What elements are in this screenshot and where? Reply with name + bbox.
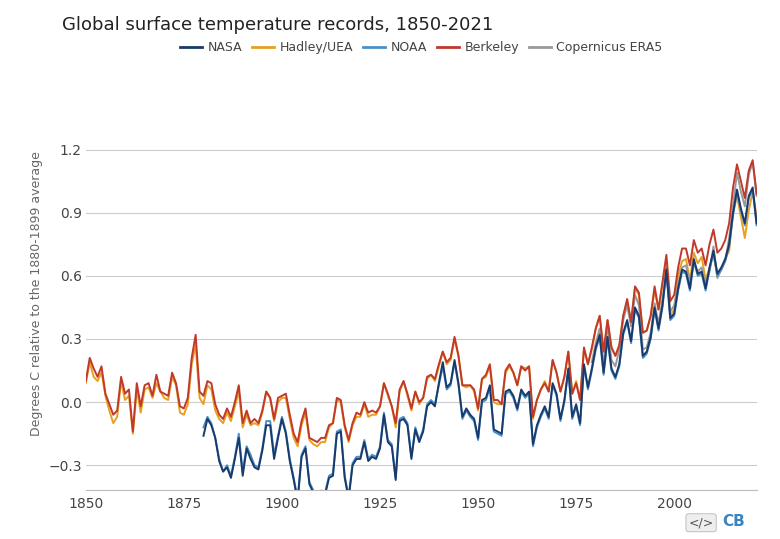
Legend: NASA, Hadley/UEA, NOAA, Berkeley, Copernicus ERA5: NASA, Hadley/UEA, NOAA, Berkeley, Copern… [175,36,668,59]
Text: </>: </> [689,516,714,529]
Y-axis label: Degrees C relative to the 1880-1899 average: Degrees C relative to the 1880-1899 aver… [30,151,43,436]
Text: CB: CB [722,514,745,529]
Text: Global surface temperature records, 1850-2021: Global surface temperature records, 1850… [62,16,494,34]
